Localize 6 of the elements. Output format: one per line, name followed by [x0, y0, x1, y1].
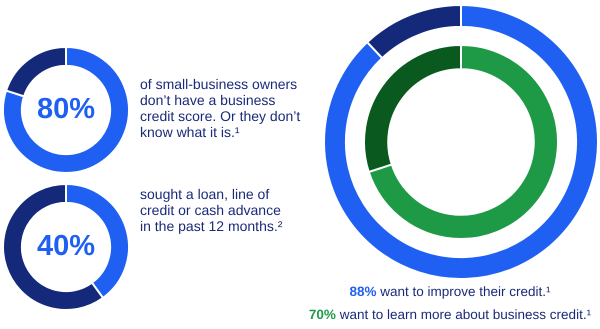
- data-label: 80%: [36, 93, 96, 125]
- text: 88% want to improve their credit.¹: [349, 284, 551, 299]
- text: sought a loan, line of credit or cash advance in the past 12 months.²: [140, 186, 282, 234]
- text: of small-business owners don’t have a business credit score. Or they don’t know what it is.¹: [140, 76, 300, 140]
- text: 70% want to learn more about business credit.¹: [308, 307, 592, 322]
- data-label: 40%: [36, 230, 96, 262]
